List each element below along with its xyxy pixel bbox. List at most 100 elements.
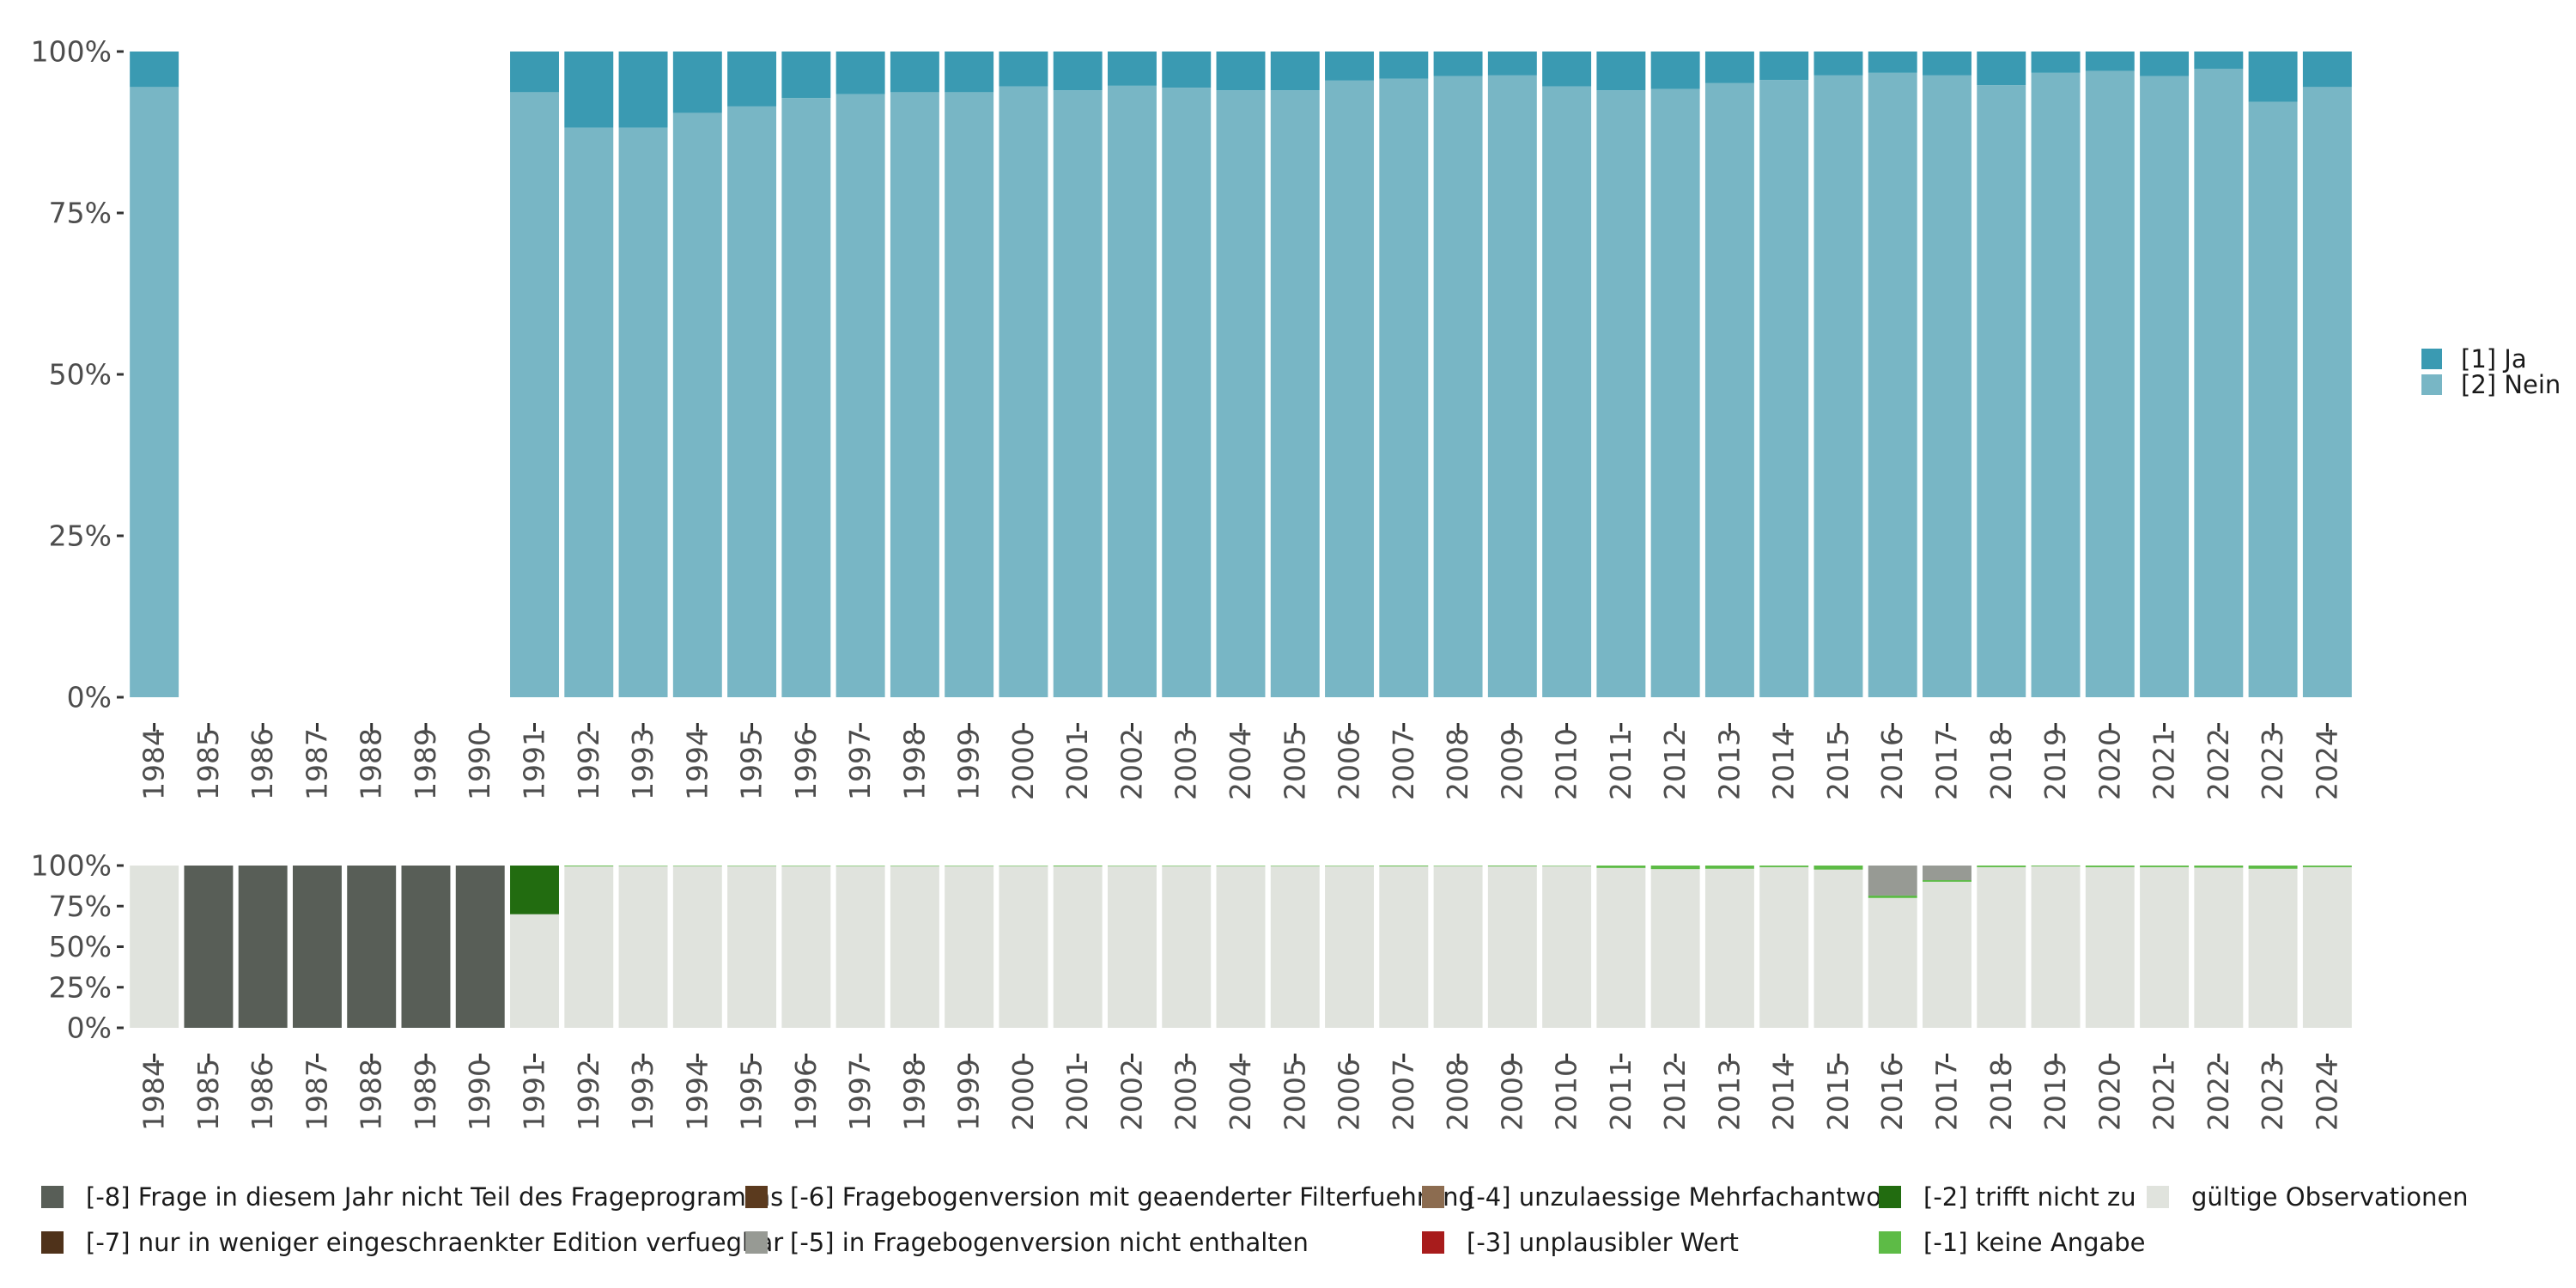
bottom-x-tick-label-1990: 1990 bbox=[463, 1059, 496, 1131]
bottom-x-tick-label-2019: 2019 bbox=[2038, 1059, 2072, 1131]
bottom-x-tick-label-2017: 2017 bbox=[1929, 1059, 1963, 1131]
bottom-bar-segment-2016-s1 bbox=[1868, 895, 1917, 898]
bottom-x-tick-label-1994: 1994 bbox=[680, 1059, 714, 1131]
legend-bottom-swatch bbox=[41, 1186, 64, 1208]
top-bar-segment-2007-s1 bbox=[1379, 52, 1429, 79]
bottom-bar-segment-2009-s0 bbox=[1487, 866, 1537, 1028]
top-x-tick-label-2017: 2017 bbox=[1929, 728, 1963, 800]
bottom-bar-segment-2024-s1 bbox=[2302, 866, 2352, 867]
top-bar-segment-2001-s0 bbox=[1053, 90, 1103, 698]
legend-right-swatch bbox=[2421, 374, 2442, 395]
bottom-x-tick-label-2014: 2014 bbox=[1767, 1059, 1801, 1131]
legend-bottom-label: [-4] unzulaessige Mehrfachantwort bbox=[1467, 1182, 1901, 1212]
bottom-bar-segment-1993-s0 bbox=[618, 866, 668, 1028]
bottom-x-tick-label-1989: 1989 bbox=[409, 1059, 442, 1131]
legend-bottom-label: [-5] in Fragebogenversion nicht enthalte… bbox=[790, 1228, 1309, 1257]
top-bar-segment-1993-s0 bbox=[618, 127, 668, 698]
bottom-x-tick-label-1985: 1985 bbox=[191, 1059, 225, 1131]
bottom-bar-segment-2023-s1 bbox=[2248, 866, 2298, 869]
bottom-x-tick-label-2015: 2015 bbox=[1821, 1059, 1855, 1131]
legend-bottom: [-8] Frage in diesem Jahr nicht Teil des… bbox=[41, 1182, 2469, 1257]
top-bar-segment-2024-s0 bbox=[2302, 87, 2352, 698]
top-bar-segment-1992-s0 bbox=[564, 127, 614, 698]
top-bar-segment-2023-s0 bbox=[2248, 101, 2298, 697]
top-bar-segment-2003-s1 bbox=[1162, 52, 1212, 88]
top-x-tick-label-2015: 2015 bbox=[1821, 728, 1855, 800]
bottom-bar-segment-1995-s0 bbox=[727, 866, 777, 1028]
bottom-x-tick-label-2012: 2012 bbox=[1658, 1059, 1692, 1131]
bottom-bar-segment-1998-s0 bbox=[890, 866, 939, 1028]
top-bar-segment-1999-s1 bbox=[945, 52, 994, 93]
bottom-bar-segment-2002-s0 bbox=[1107, 866, 1157, 1028]
bottom-bar-segment-2020-s0 bbox=[2085, 866, 2135, 1028]
top-bar-segment-2008-s0 bbox=[1433, 76, 1483, 698]
bottom-x-tick-label-2006: 2006 bbox=[1333, 1059, 1366, 1131]
bottom-bar-segment-2016-s0 bbox=[1868, 897, 1917, 1028]
bottom-bar-segment-1991-s0 bbox=[510, 914, 559, 1028]
bottom-bar-segment-2014-s1 bbox=[1759, 866, 1809, 867]
top-bar-segment-2022-s0 bbox=[2194, 69, 2244, 697]
bottom-bar-segment-1986-s8 bbox=[238, 866, 288, 1028]
top-bar-segment-2007-s0 bbox=[1379, 78, 1429, 698]
top-bar-segment-2023-s1 bbox=[2248, 52, 2298, 102]
bottom-bar-segment-1987-s8 bbox=[292, 866, 342, 1028]
bottom-x-tick-label-2023: 2023 bbox=[2256, 1059, 2289, 1131]
top-bar-segment-2020-s0 bbox=[2085, 70, 2135, 697]
legend-bottom-swatch bbox=[2147, 1186, 2169, 1208]
legend-right: [1] Ja[2] Nein bbox=[2421, 344, 2561, 399]
top-bar-segment-1991-s0 bbox=[510, 92, 559, 698]
top-x-tick-label-1986: 1986 bbox=[246, 728, 279, 800]
top-bar-segment-2018-s0 bbox=[1977, 85, 2026, 697]
bottom-bar-segment-1999-s0 bbox=[945, 866, 994, 1028]
bottom-x-tick-label-1993: 1993 bbox=[626, 1059, 659, 1131]
bottom-bar-segment-2018-s0 bbox=[1977, 866, 2026, 1028]
top-x-tick-label-2022: 2022 bbox=[2202, 728, 2235, 800]
bottom-x-tick-label-1997: 1997 bbox=[843, 1059, 877, 1131]
bottom-bar-segment-2012-s1 bbox=[1650, 866, 1700, 870]
bottom-bar-segment-2007-s0 bbox=[1379, 866, 1429, 1028]
legend-bottom-label: [-2] trifft nicht zu bbox=[1923, 1182, 2136, 1212]
bottom-x-tick-label-1998: 1998 bbox=[897, 1059, 931, 1131]
top-x-tick-label-1997: 1997 bbox=[843, 728, 877, 800]
bottom-bar-segment-1997-s0 bbox=[835, 866, 885, 1028]
bottom-x-tick-label-2009: 2009 bbox=[1495, 1059, 1528, 1131]
top-bar-segment-2003-s0 bbox=[1162, 88, 1212, 697]
top-bar-segment-2017-s0 bbox=[1923, 75, 1971, 698]
top-x-tick-label-2005: 2005 bbox=[1278, 728, 1311, 800]
legend-bottom-label: [-6] Fragebogenversion mit geaenderter F… bbox=[790, 1182, 1474, 1212]
bottom-x-tick-label-2016: 2016 bbox=[1875, 1059, 1909, 1131]
bottom-x-tick-label-2013: 2013 bbox=[1712, 1059, 1746, 1131]
bottom-bar-segment-2022-s1 bbox=[2194, 866, 2244, 868]
top-x-tick-label-2008: 2008 bbox=[1441, 728, 1474, 800]
bottom-y-tick-label: 0% bbox=[67, 1012, 112, 1045]
legend-bottom-label: [-3] unplausibler Wert bbox=[1467, 1228, 1739, 1257]
top-bar-segment-1998-s0 bbox=[890, 92, 939, 698]
top-bar-segment-2012-s0 bbox=[1650, 88, 1700, 698]
bottom-x-tick-label-2008: 2008 bbox=[1441, 1059, 1474, 1131]
top-chart-panel: 0% 25% 50% 75% 100% 1984 1985 1986 1987 1988 1989 1… bbox=[31, 35, 2352, 800]
top-bar-segment-2009-s1 bbox=[1487, 52, 1537, 76]
bottom-x-tick-label-1995: 1995 bbox=[735, 1059, 769, 1131]
top-bar-segment-1994-s0 bbox=[672, 112, 722, 697]
bottom-bar-segment-1990-s8 bbox=[455, 866, 505, 1028]
top-bar-segment-2014-s1 bbox=[1759, 52, 1809, 81]
bottom-bar-segment-2022-s0 bbox=[2194, 867, 2244, 1028]
top-x-tick-label-2012: 2012 bbox=[1658, 728, 1692, 800]
top-bar-segment-2019-s1 bbox=[2031, 52, 2081, 73]
bottom-chart-panel: 0% 25% 50% 75% 100% 1984 1985 1986 1987 1988 1989 1… bbox=[31, 849, 2352, 1131]
top-bar-segment-2016-s0 bbox=[1868, 72, 1917, 698]
bottom-x-tick-label-2011: 2011 bbox=[1604, 1059, 1637, 1131]
top-bar-segment-2020-s1 bbox=[2085, 52, 2135, 71]
bottom-bar-segment-2015-s0 bbox=[1814, 869, 1863, 1028]
top-x-tick-label-2014: 2014 bbox=[1767, 728, 1801, 800]
bottom-bar-segment-1992-s0 bbox=[564, 866, 614, 1028]
legend-bottom-label: [-1] keine Angabe bbox=[1923, 1228, 2146, 1257]
bottom-bar-segment-2004-s0 bbox=[1216, 866, 1266, 1028]
bottom-bar-segment-1989-s8 bbox=[401, 866, 451, 1028]
top-bar-segment-2015-s0 bbox=[1814, 75, 1863, 698]
top-bar-segment-2002-s1 bbox=[1107, 52, 1157, 86]
top-x-tick-label-1984: 1984 bbox=[137, 728, 171, 800]
top-x-tick-label-1995: 1995 bbox=[735, 728, 769, 800]
top-x-tick-label-2021: 2021 bbox=[2148, 728, 2181, 800]
